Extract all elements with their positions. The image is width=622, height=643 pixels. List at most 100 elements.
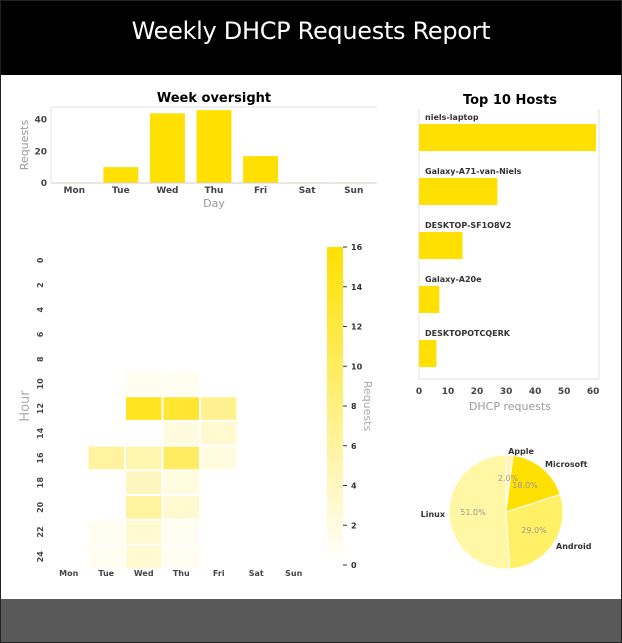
pie-label-microsoft: Microsoft [545, 460, 588, 469]
week-bar-wed [149, 113, 185, 183]
hosts-xtick: 60 [587, 387, 600, 397]
week-bar-thu [196, 110, 232, 183]
hosts-xtick: 30 [500, 387, 513, 397]
heat-ytick: 14 [36, 427, 45, 439]
week-ytick: 40 [34, 116, 47, 126]
week-ytick: 20 [34, 147, 47, 157]
pie-slice-android [505, 493, 564, 570]
heat-cell-thu [163, 545, 199, 569]
pie-pct-linux: 51.0% [460, 508, 486, 517]
hosts-xtick: 40 [529, 387, 542, 397]
pie-slice-microsoft [505, 454, 561, 513]
heat-cell-wed [126, 446, 162, 470]
week-xtick-tue: Tue [112, 186, 130, 196]
colorbar-tick-label: 2 [351, 521, 357, 530]
heat-ytick: 6 [36, 331, 45, 337]
host-label-desktop-sf1o8v2: DESKTOP-SF1O8V2 [425, 221, 511, 230]
heat-cell-thu [163, 372, 199, 396]
pie-pct-android: 29.0% [521, 526, 547, 535]
top-hosts-chart: Top 10 Hosts niels-laptop Galaxy-A71-van-N… [416, 93, 600, 413]
colorbar [327, 247, 343, 565]
heat-ytick: 16 [36, 452, 45, 464]
colorbar-tick-label: 12 [351, 323, 362, 332]
pie-pct-apple: 2.0% [498, 474, 519, 483]
colorbar-label: Requests [361, 381, 374, 432]
hosts-xlabel: DHCP requests [469, 400, 551, 413]
hosts-xtick: 10 [442, 387, 455, 397]
heat-cell-fri [201, 421, 237, 445]
host-label-galaxy-a20e: Galaxy-A20e [425, 275, 482, 284]
heat-cell-thu [163, 397, 199, 420]
heat-cell-wed [126, 496, 162, 519]
pie-slice-linux [448, 454, 511, 570]
heat-cell-tue [88, 520, 124, 544]
colorbar-tick-label: 16 [351, 243, 363, 252]
report-header: Weekly DHCP Requests Report [1, 1, 621, 75]
hosts-chart-title: Top 10 Hosts [463, 93, 557, 108]
week-xtick-sat: Sat [299, 186, 317, 196]
host-label-niels-laptop: niels-laptop [425, 113, 479, 122]
heat-xtick-tue: Tue [98, 569, 114, 578]
week-ylabel: Requests [18, 120, 31, 171]
hosts-xtick: 50 [558, 387, 571, 397]
pie-label-apple: Apple [508, 447, 534, 456]
heat-xtick-sun: Sun [285, 569, 302, 578]
week-xtick-fri: Fri [254, 186, 267, 196]
heat-cell-thu [163, 421, 199, 445]
week-ytick: 0 [41, 179, 47, 189]
colorbar-tick-label: 8 [351, 402, 357, 411]
heat-ytick: 2 [36, 282, 45, 288]
heat-cell-thu [163, 446, 199, 470]
pie-label-android: Android [556, 542, 592, 551]
host-bar-desktopotcqerk [419, 340, 437, 367]
heat-ytick: 18 [36, 477, 45, 489]
host-bar-niels-laptop [419, 124, 597, 151]
pie-label-linux: Linux [421, 510, 446, 519]
heat-ytick: 4 [36, 307, 45, 313]
colorbar-tick-label: 6 [351, 442, 357, 451]
heat-cell-wed [126, 471, 162, 494]
heat-ytick: 12 [36, 403, 45, 414]
heat-cell-wed [126, 520, 162, 544]
heat-xtick-sat: Sat [249, 569, 264, 578]
heat-xtick-thu: Thu [173, 569, 190, 578]
heat-cell-thu [163, 496, 199, 519]
heat-cell-wed [126, 545, 162, 569]
report-title: Weekly DHCP Requests Report [131, 17, 491, 45]
host-bar-galaxy-a71-van-niels [419, 178, 498, 205]
week-bar-fri [243, 156, 279, 183]
heat-cell-wed [126, 372, 162, 396]
colorbar-tick-label: 4 [351, 482, 357, 491]
os-pie-chart: Apple 2.0% Microsoft 18.0% Android 29.0% Linux… [421, 447, 592, 570]
heat-cell-wed [126, 397, 162, 420]
heat-ytick: 0 [36, 257, 45, 263]
week-bar-tue [103, 167, 139, 183]
colorbar-tick-label: 14 [351, 283, 363, 292]
heat-xtick-fri: Fri [213, 569, 225, 578]
hourly-heatmap-chart: Mon Tue Wed Thu Fri Sat Sun0246810121416182022… [18, 243, 374, 578]
heat-ytick: 24 [36, 551, 45, 563]
heat-ytick: 22 [36, 526, 45, 537]
host-label-desktopotcqerk: DESKTOPOTCQERK [425, 329, 511, 338]
week-oversight-chart: Week oversight Mon Tue Wed Thu Fri Sat Sun 0 20 40… [18, 91, 377, 210]
heat-cell-fri [201, 397, 237, 420]
colorbar-tick-label: 0 [351, 561, 357, 570]
heat-ytick: 8 [36, 356, 45, 362]
heat-xtick-wed: Wed [134, 569, 154, 578]
week-xtick-thu: Thu [205, 186, 224, 196]
pie-pct-microsoft: 18.0% [512, 481, 538, 490]
heat-cell-thu [163, 471, 199, 494]
host-bar-desktop-sf1o8v2 [419, 232, 463, 259]
colorbar-tick-label: 10 [351, 362, 363, 371]
week-xlabel: Day [203, 197, 225, 210]
heat-xtick-mon: Mon [59, 569, 78, 578]
heat-ytick: 20 [36, 501, 45, 513]
heat-cell-thu [163, 520, 199, 544]
hosts-xtick: 0 [416, 387, 422, 397]
host-label-galaxy-a71-van-niels: Galaxy-A71-van-Niels [425, 167, 522, 176]
heat-cell-tue [88, 545, 124, 569]
report-footer [1, 599, 621, 642]
week-xtick-sun: Sun [344, 186, 363, 196]
